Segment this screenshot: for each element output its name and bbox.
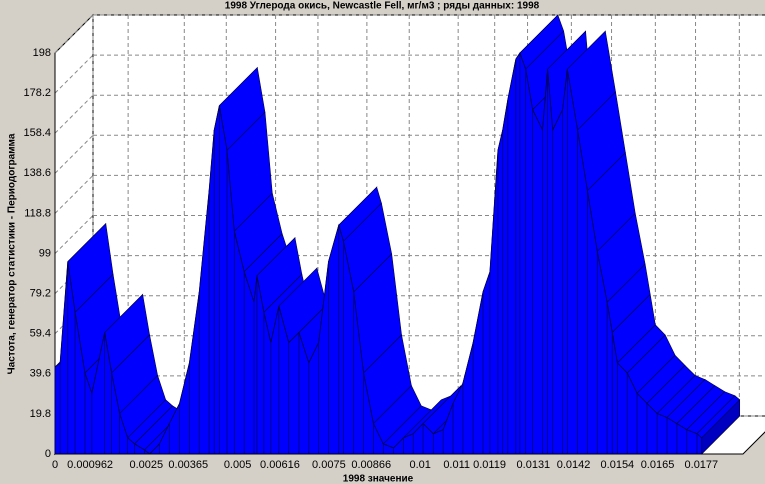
- x-tick-label: 0.0154: [601, 459, 635, 471]
- x-axis-label: 1998 значение: [343, 474, 414, 484]
- y-tick-label: 198: [33, 47, 51, 59]
- y-tick-label: 99: [39, 247, 51, 259]
- y-axis-label: Частота, генератор статистики - Периодог…: [7, 133, 18, 374]
- x-tick-label: 0.00616: [260, 459, 300, 471]
- y-tick-label: 178.2: [23, 87, 51, 99]
- x-tick-label: 0.005: [224, 459, 252, 471]
- y-tick-label: 138.6: [23, 167, 51, 179]
- grid-line: [54, 175, 94, 214]
- x-tick-label: 0.000962: [67, 459, 113, 471]
- y-tick-label: 158.4: [23, 127, 51, 139]
- x-tick-label: 0.00866: [351, 459, 391, 471]
- x-tick-label: 0: [52, 459, 58, 471]
- y-tick-label: 0: [45, 448, 51, 460]
- x-tick-label: 0.011: [443, 459, 470, 471]
- x-tick-label: 0.00365: [168, 459, 208, 471]
- chart-title: 1998 Углерода окись, Newcastle Fell, мг/…: [225, 1, 540, 12]
- x-tick-label: 0.0131: [517, 459, 551, 471]
- y-tick-label: 19.8: [30, 408, 51, 420]
- x-tick-label: 0.01: [409, 459, 430, 471]
- grid-line: [54, 14, 94, 54]
- y-tick-label: 118.8: [24, 207, 51, 219]
- x-tick-label: 0.0075: [312, 459, 346, 471]
- y-tick-label: 39.6: [30, 368, 51, 380]
- x-tick-label: 0.0177: [685, 459, 719, 471]
- x-tick-label: 0.0142: [557, 459, 591, 471]
- x-tick-label: 0.0165: [641, 459, 675, 471]
- grid-line: [54, 54, 94, 94]
- grid-line: [54, 215, 94, 254]
- y-tick-label: 79.2: [30, 288, 51, 300]
- y-tick-label: 59.4: [30, 328, 51, 340]
- grid-line: [54, 134, 94, 174]
- x-tick-label: 0.0119: [473, 459, 506, 471]
- grid-line: [54, 94, 94, 134]
- x-tick-label: 0.0025: [129, 459, 163, 471]
